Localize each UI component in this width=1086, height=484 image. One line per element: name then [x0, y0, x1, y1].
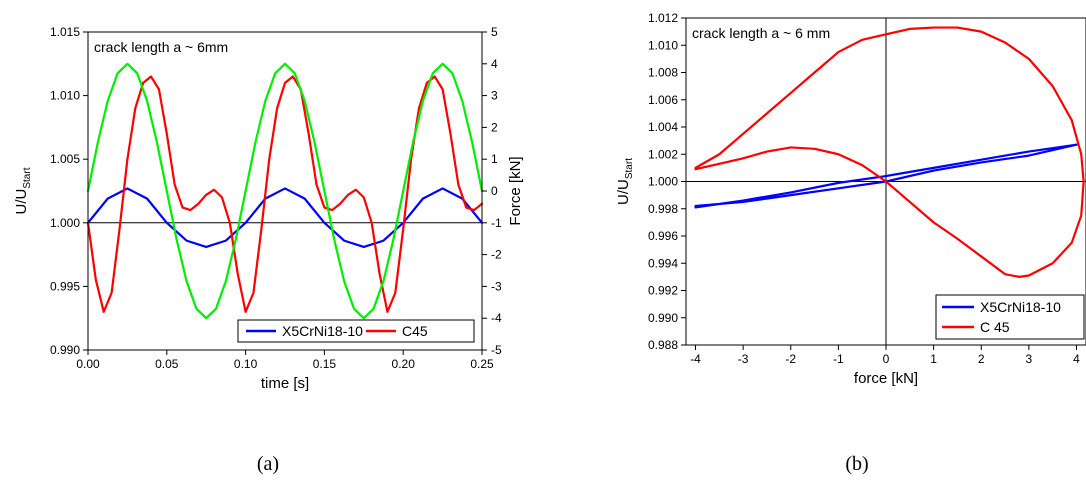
caption-b: (b)	[845, 453, 868, 475]
crack-length-annotation: crack length a ~ 6 mm	[692, 25, 830, 41]
x-axis-label: time [s]	[261, 375, 309, 392]
legend-label-x5crni18-10: X5CrNi18-10	[980, 299, 1061, 315]
x-tick-label: 2	[978, 352, 985, 366]
legend-label-c45: C45	[402, 323, 428, 339]
y-tick-label: 1.005	[50, 152, 80, 166]
y-tick-label: 1.012	[648, 11, 678, 25]
x-tick-label: 0.05	[155, 357, 179, 371]
y2-tick-label: -4	[491, 311, 502, 325]
x-tick-label: -1	[833, 352, 844, 366]
x-tick-label: 0.10	[234, 357, 258, 371]
x-tick-label: -4	[690, 352, 701, 366]
y-axis-label-subscript: Start	[624, 158, 635, 179]
y2-tick-label: -1	[491, 216, 502, 230]
y-axis-label-main: U/U	[13, 189, 30, 215]
y-tick-label: 0.998	[648, 202, 678, 216]
y2-tick-label: 3	[491, 89, 498, 103]
y-tick-label: 1.015	[50, 25, 80, 39]
legend: X5CrNi18-10 C 45	[935, 294, 1085, 340]
y2-axis-label: Force [kN]	[507, 156, 524, 225]
y-tick-label: 0.996	[648, 229, 678, 243]
y-tick-label: 1.004	[648, 120, 678, 134]
y-tick-label: 1.000	[50, 216, 80, 230]
y-tick-label: 0.988	[648, 338, 678, 352]
y-tick-label: 1.006	[648, 93, 678, 107]
y-axis-label-main: U/U	[615, 179, 632, 205]
y-tick-label: 1.002	[648, 147, 678, 161]
x-tick-label: 4	[1073, 352, 1080, 366]
y-tick-label: 0.994	[648, 256, 678, 270]
legend-label-c-45: C 45	[980, 319, 1010, 335]
legend: X5CrNi18-10 C45	[237, 319, 475, 343]
y-tick-label: 0.990	[50, 343, 80, 357]
chart-b: -4 -3 -2 -1 0 1 2 3 4 0.988 0.990 0.992 0.994 0.996 0.…	[615, 11, 1086, 387]
x-tick-label: 3	[1026, 352, 1033, 366]
x-tick-label: 0.20	[392, 357, 416, 371]
legend-box	[237, 319, 475, 343]
y-tick-label: 1.010	[648, 38, 678, 52]
chart-a: 0.00 0.05 0.10 0.15 0.20 0.25 0.990 0.995 1.000 1…	[13, 25, 524, 392]
y2-tick-label: 1	[491, 152, 498, 166]
y2-tick-label: -5	[491, 343, 502, 357]
x-tick-label: -3	[738, 352, 749, 366]
x-tick-label: 0.15	[313, 357, 337, 371]
caption-a: (a)	[257, 453, 279, 475]
y-tick-label: 1.010	[50, 89, 80, 103]
x-tick-label: 1	[930, 352, 937, 366]
series-line-force	[86, 62, 484, 320]
y-axis-label: U/UStart	[615, 158, 635, 205]
y-tick-label: 1.000	[648, 175, 678, 189]
y2-tick-label: 0	[491, 184, 498, 198]
series-line-c45	[86, 75, 484, 313]
y-axis-label-subscript: Start	[22, 167, 33, 188]
crack-length-annotation: crack length a ~ 6mm	[94, 39, 228, 55]
y2-tick-label: 2	[491, 120, 498, 134]
x-tick-label: 0.25	[470, 357, 494, 371]
series-line-x5crni18-10	[86, 187, 484, 249]
legend-label-x5crni18-10: X5CrNi18-10	[282, 323, 363, 339]
x-tick-label: 0.00	[76, 357, 100, 371]
y-tick-label: 0.990	[648, 311, 678, 325]
x-axis-label: force [kN]	[854, 370, 918, 387]
legend-box	[935, 294, 1085, 340]
y-tick-label: 0.992	[648, 284, 678, 298]
series-line-c-45	[694, 26, 1085, 278]
y-axis-label: U/UStart	[13, 167, 33, 214]
y2-tick-label: -2	[491, 248, 502, 262]
series-line-x5crni18-10	[694, 143, 1078, 209]
y-tick-label: 0.995	[50, 279, 80, 293]
y2-tick-label: 5	[491, 25, 498, 39]
y-tick-label: 1.008	[648, 66, 678, 80]
x-tick-label: 0	[883, 352, 890, 366]
y2-tick-label: -3	[491, 279, 502, 293]
x-tick-label: -2	[785, 352, 796, 366]
y2-tick-label: 4	[491, 57, 498, 71]
